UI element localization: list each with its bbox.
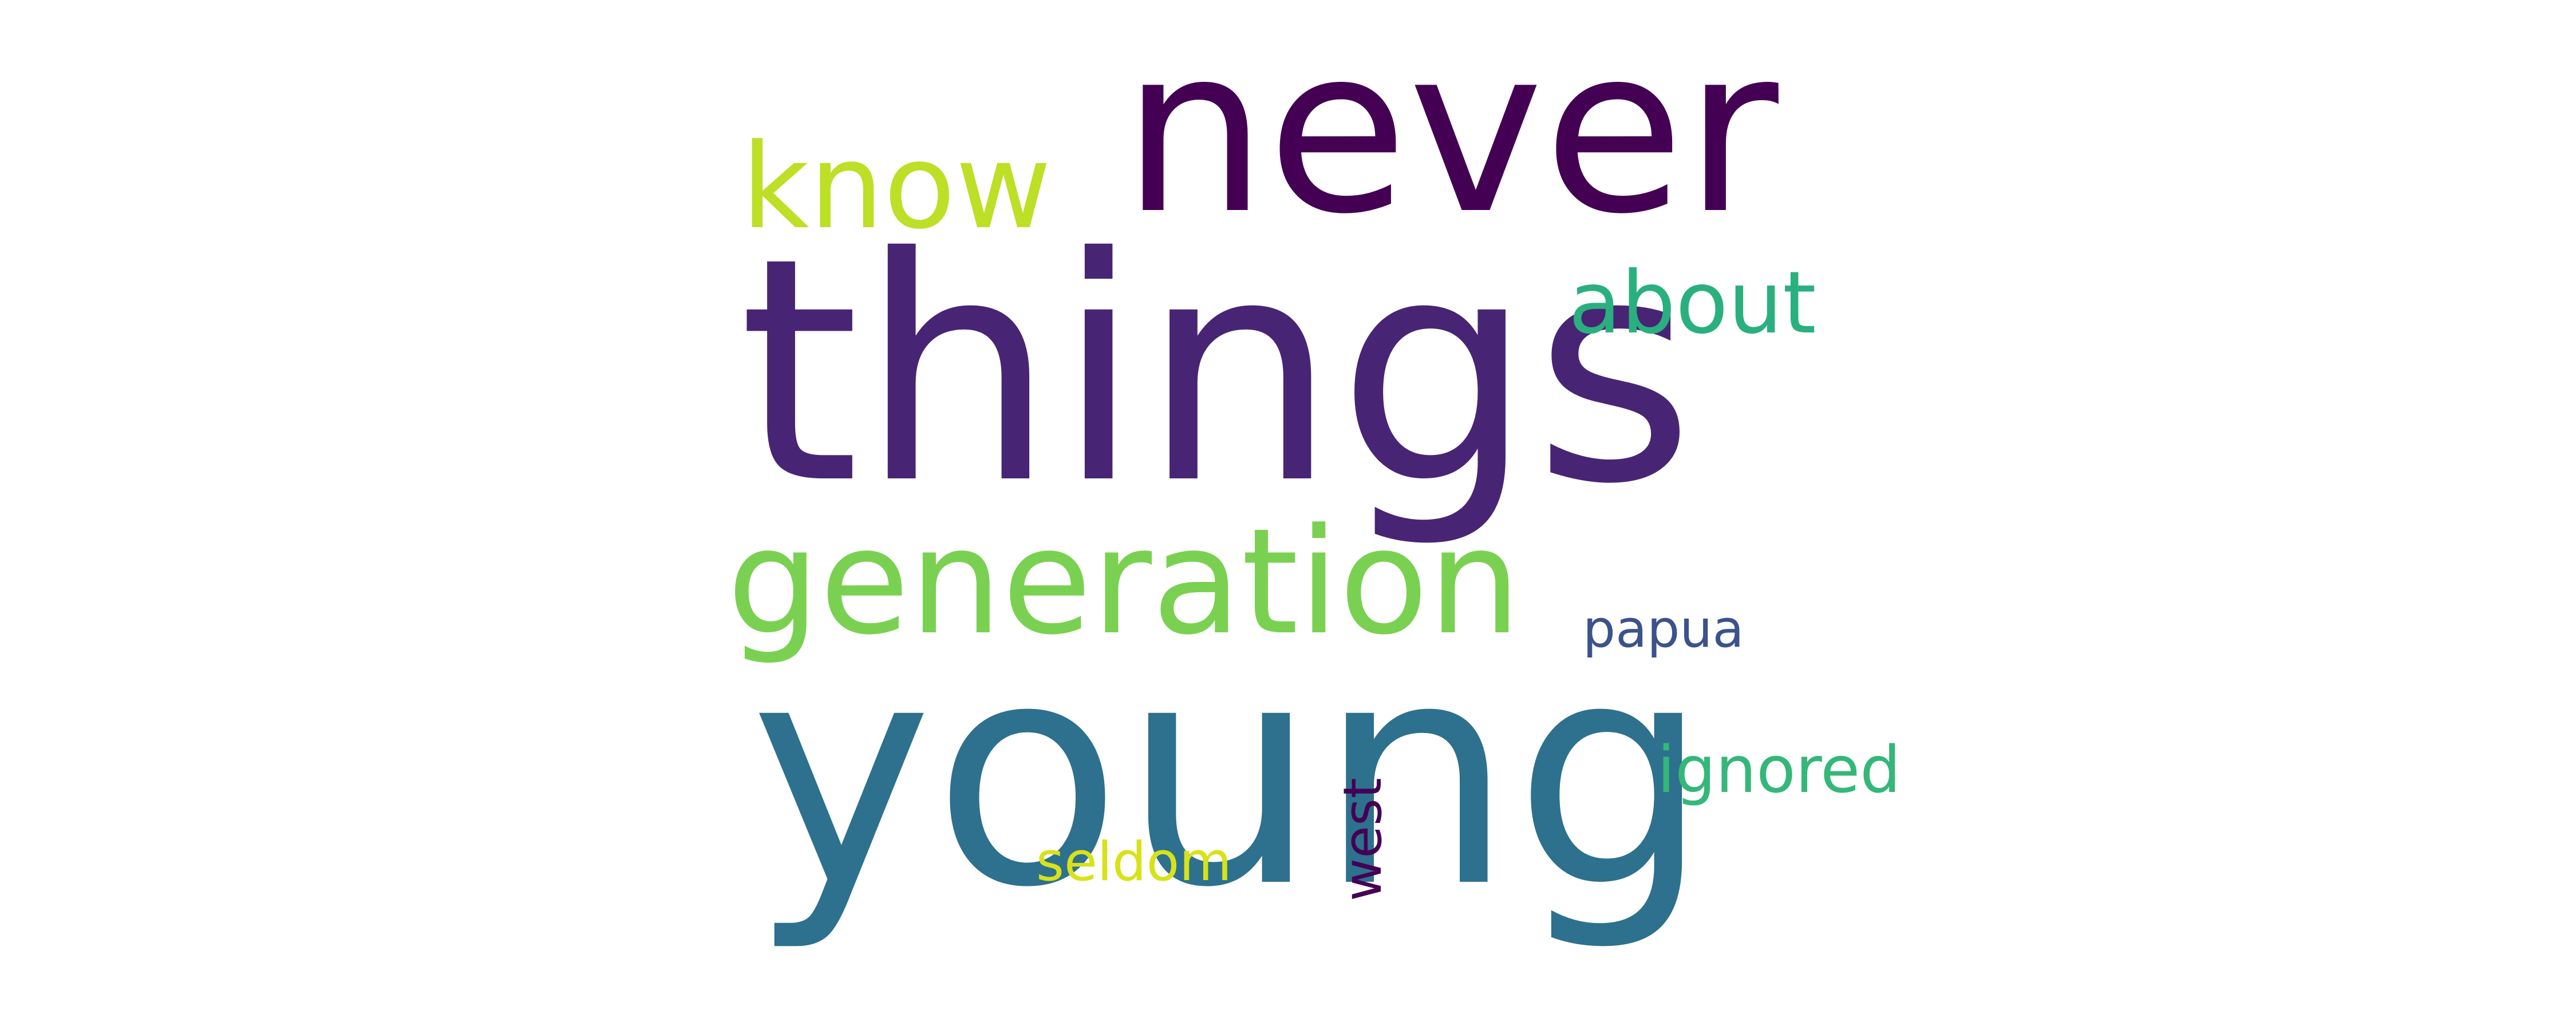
word-about: about xyxy=(1568,253,1816,353)
word-seldom: seldom xyxy=(1036,831,1232,893)
word-never: never xyxy=(1122,0,1779,264)
word-things: things xyxy=(738,192,1695,552)
word-young: young xyxy=(750,596,1710,955)
word-know: know xyxy=(741,119,1052,255)
word-generation: generation xyxy=(727,497,1521,667)
word-ignored: ignored xyxy=(1657,733,1901,807)
word-papua: papua xyxy=(1583,599,1744,659)
word-west: west xyxy=(1332,778,1393,901)
